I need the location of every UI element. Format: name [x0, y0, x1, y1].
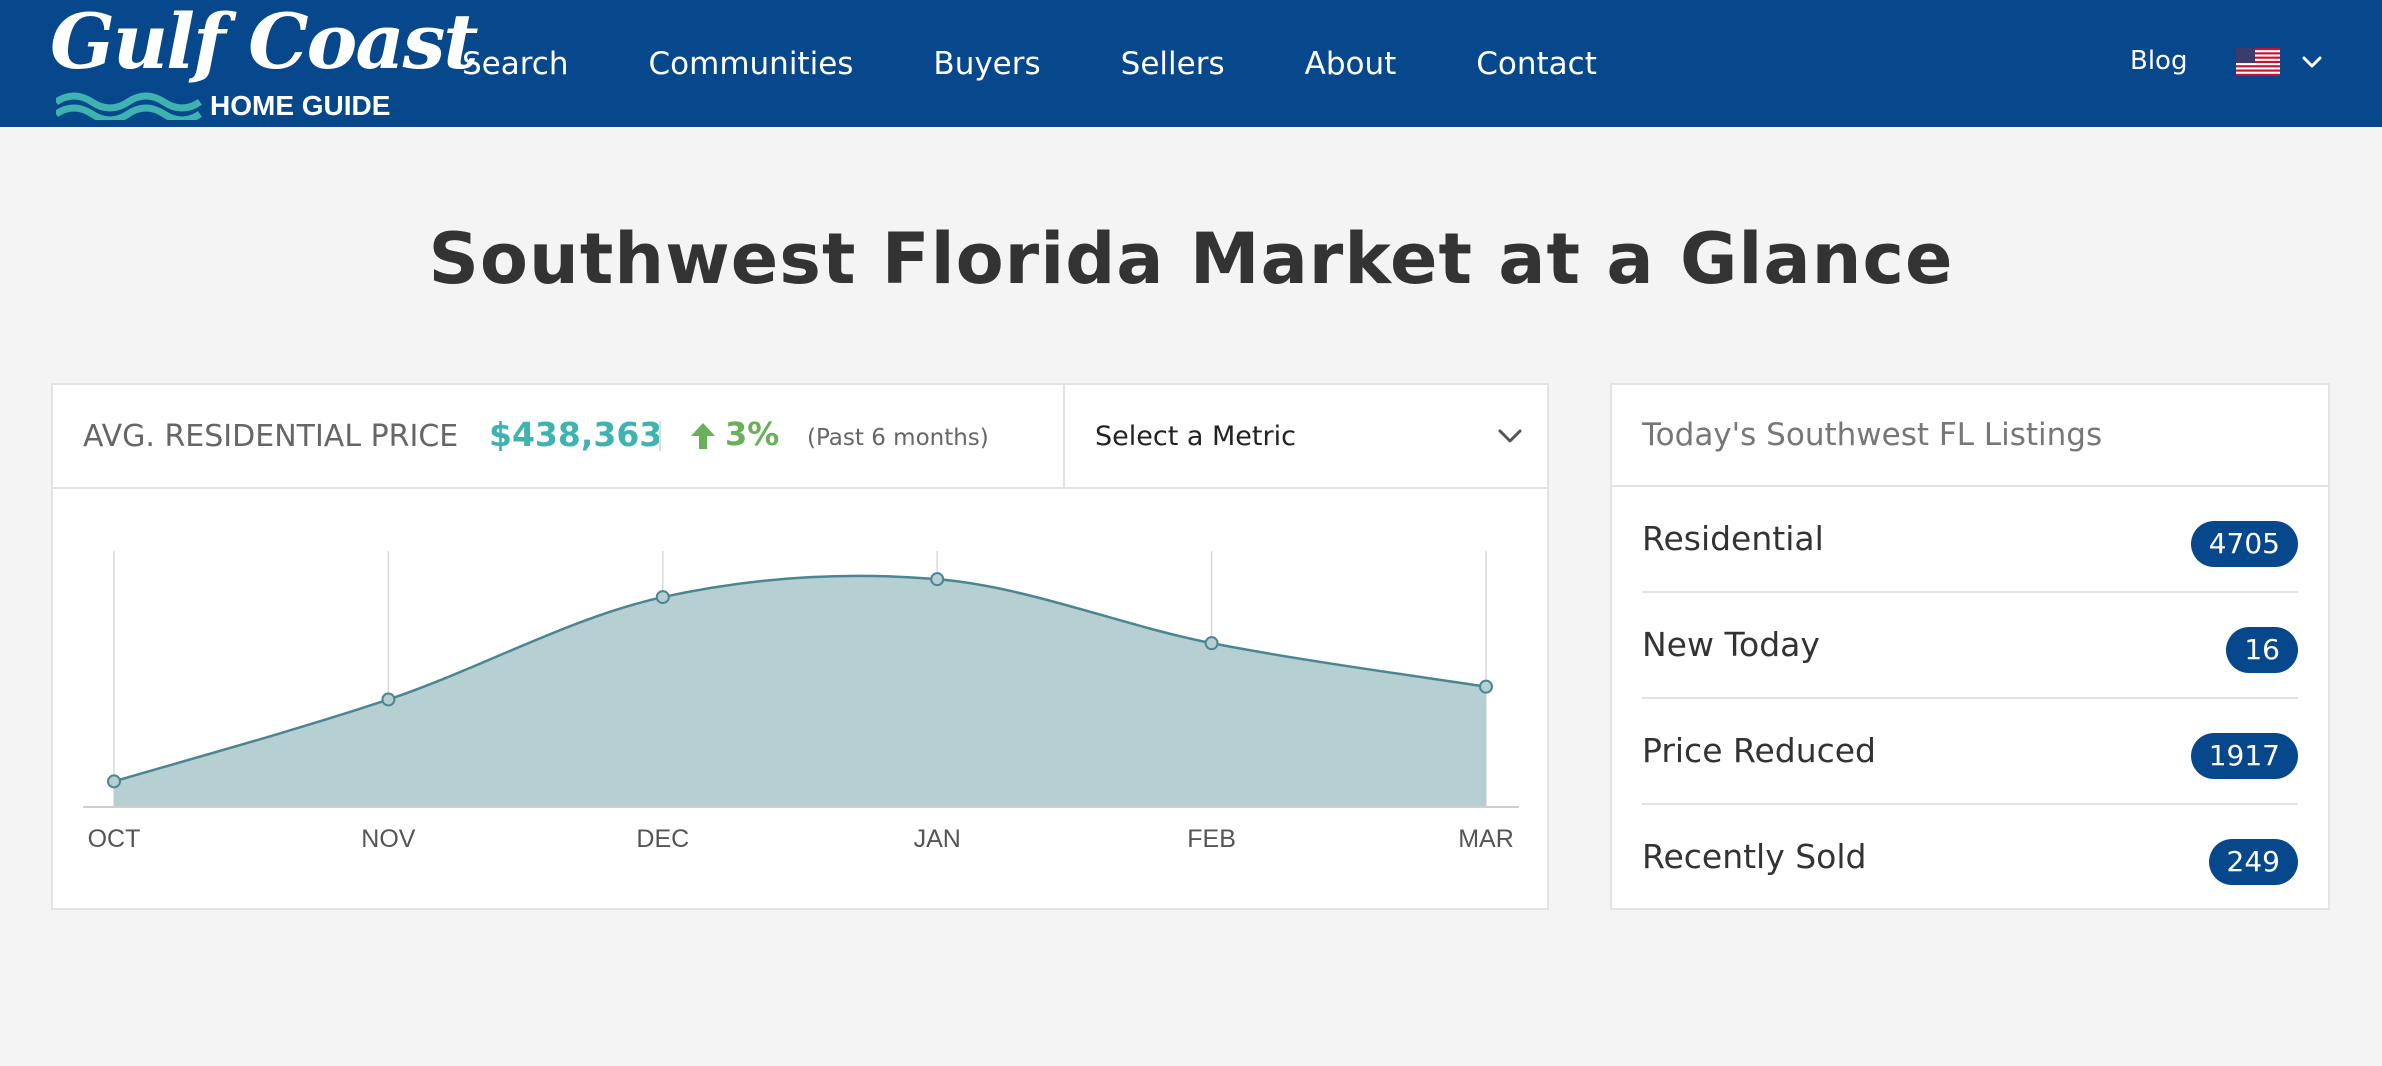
- market-card-header: AVG. RESIDENTIAL PRICE $438,363 3% (Past…: [53, 385, 1549, 489]
- listings-card: Today's Southwest FL Listings Residentia…: [1610, 383, 2330, 910]
- series-line: [113, 574, 1487, 783]
- logo-subtitle: HOME GUIDE: [210, 90, 391, 121]
- us-flag-icon[interactable]: [2236, 48, 2280, 76]
- metric-divider: [659, 421, 661, 451]
- main-nav: Search Communities Buyers Sellers About …: [462, 0, 1677, 127]
- data-point-feb[interactable]: [1204, 636, 1219, 651]
- metric-select-label: Select a Metric: [1095, 421, 1296, 452]
- count-badge: 1917: [2190, 733, 2298, 779]
- metric-period: (Past 6 months): [807, 425, 989, 451]
- listing-row-recently-sold[interactable]: Recently Sold 249: [1642, 805, 2298, 911]
- listing-label: Recently Sold: [1642, 837, 1867, 876]
- arrow-up-icon: [691, 423, 715, 449]
- nav-sellers[interactable]: Sellers: [1120, 45, 1225, 82]
- nav-blog[interactable]: Blog: [2130, 46, 2188, 76]
- listing-label: Price Reduced: [1642, 731, 1876, 770]
- row-divider: [1642, 591, 2298, 593]
- x-tick-label: FEB: [1187, 825, 1236, 853]
- nav-contact[interactable]: Contact: [1476, 45, 1597, 82]
- site-logo[interactable]: Gulf Coast HOME GUIDE: [50, 4, 478, 122]
- listings-header-divider: [1612, 485, 2328, 487]
- chevron-down-icon: [1498, 429, 1522, 443]
- listing-row-new-today[interactable]: New Today 16: [1642, 593, 2298, 699]
- metric-change: 3%: [725, 415, 780, 453]
- row-divider: [1642, 803, 2298, 805]
- data-point-nov[interactable]: [381, 692, 396, 707]
- logo-script-text: Gulf Coast: [50, 0, 478, 86]
- nav-communities[interactable]: Communities: [648, 45, 854, 82]
- listing-label: Residential: [1642, 519, 1824, 558]
- count-badge: 16: [2226, 627, 2298, 673]
- x-tick-label: DEC: [636, 825, 689, 853]
- row-divider: [1642, 697, 2298, 699]
- nav-about[interactable]: About: [1304, 45, 1397, 82]
- site-header: Gulf Coast HOME GUIDE Search Communities…: [0, 0, 2382, 127]
- listings-title: Today's Southwest FL Listings: [1642, 417, 2103, 453]
- data-point-mar[interactable]: [1479, 679, 1493, 694]
- listing-row-residential[interactable]: Residential 4705: [1642, 487, 2298, 593]
- market-card: AVG. RESIDENTIAL PRICE $438,363 3% (Past…: [51, 383, 1549, 910]
- price-area-chart: OCT NOV DEC JAN FEB MAR: [83, 551, 1519, 853]
- nav-search[interactable]: Search: [462, 45, 569, 82]
- x-tick-label: OCT: [88, 825, 141, 853]
- data-point-oct[interactable]: [107, 774, 121, 789]
- data-point-dec[interactable]: [655, 590, 670, 605]
- listing-label: New Today: [1642, 625, 1820, 664]
- metric-label: AVG. RESIDENTIAL PRICE: [83, 419, 459, 454]
- x-tick-label: MAR: [1458, 825, 1514, 853]
- count-badge: 4705: [2190, 521, 2298, 567]
- nav-buyers[interactable]: Buyers: [933, 45, 1041, 82]
- x-tick-label: JAN: [914, 825, 961, 853]
- page-title: Southwest Florida Market at a Glance: [428, 218, 1954, 300]
- count-badge: 249: [2208, 839, 2298, 885]
- chevron-down-icon[interactable]: [2300, 50, 2324, 74]
- x-tick-label: NOV: [361, 825, 416, 853]
- area-fill: [114, 575, 1486, 807]
- wave-icon: [56, 92, 202, 120]
- listing-row-price-reduced[interactable]: Price Reduced 1917: [1642, 699, 2298, 805]
- metric-value: $438,363: [489, 415, 663, 454]
- metric-select[interactable]: Select a Metric: [1063, 385, 1549, 487]
- data-point-jan[interactable]: [930, 572, 945, 587]
